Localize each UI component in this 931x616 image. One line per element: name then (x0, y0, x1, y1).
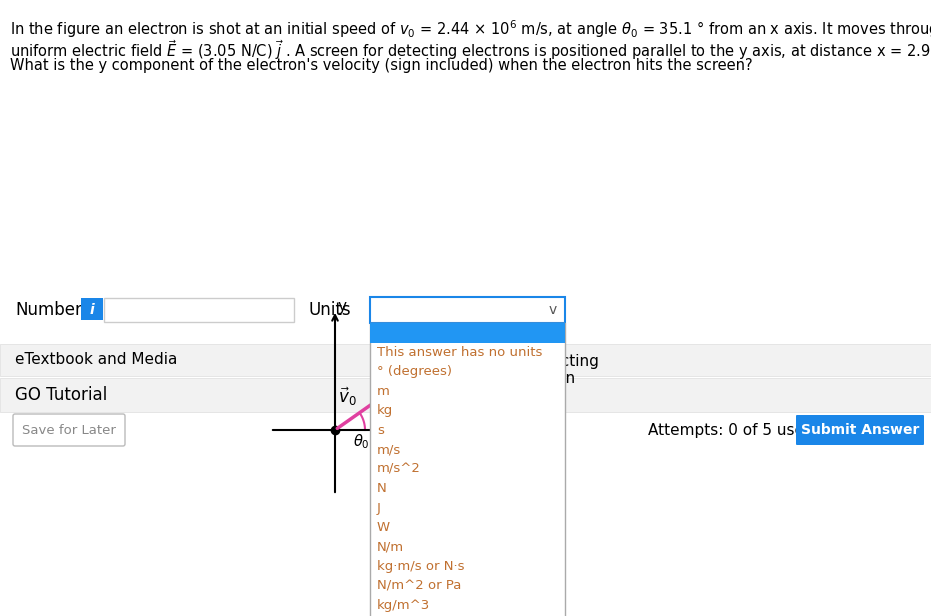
Text: kg·m/s or N·s: kg·m/s or N·s (377, 560, 465, 573)
Text: Units: Units (308, 301, 351, 319)
Text: Attempts: 0 of 5 used: Attempts: 0 of 5 used (648, 423, 814, 437)
Bar (370, 297, 565, 323)
FancyBboxPatch shape (13, 414, 125, 446)
Text: In the figure an electron is shot at an initial speed of $v_0$ = 2.44 × 10$^6$ m: In the figure an electron is shot at an … (10, 18, 931, 39)
Text: W: W (377, 521, 390, 534)
Text: N/m^2 or Pa: N/m^2 or Pa (377, 580, 462, 593)
Text: kg: kg (377, 404, 393, 417)
Bar (0, 378, 931, 412)
Text: kg/m^3: kg/m^3 (377, 599, 430, 612)
Text: GO Tutorial: GO Tutorial (15, 386, 107, 404)
Bar (370, 323, 565, 616)
FancyBboxPatch shape (796, 415, 924, 445)
Text: $\vec{v}_0$: $\vec{v}_0$ (338, 386, 357, 408)
Bar (503, 325, 516, 520)
Bar (0, 344, 931, 376)
Text: Detecting
screen: Detecting screen (524, 354, 599, 386)
Text: m/s^2: m/s^2 (377, 463, 421, 476)
Text: y: y (338, 299, 347, 314)
Text: eTextbook and Media: eTextbook and Media (15, 352, 178, 368)
Text: m/s: m/s (377, 444, 401, 456)
Text: This answer has no units: This answer has no units (377, 346, 543, 359)
Text: s: s (377, 424, 384, 437)
FancyBboxPatch shape (81, 298, 103, 320)
Text: v: v (549, 303, 557, 317)
Text: Save for Later: Save for Later (22, 424, 116, 437)
Text: N/m: N/m (377, 541, 404, 554)
Text: i: i (89, 303, 94, 317)
Text: uniform electric field $\vec{E}$ = (3.05 N/C) $\vec{j}$ . A screen for detecting: uniform electric field $\vec{E}$ = (3.05… (10, 38, 931, 62)
Text: m: m (377, 385, 390, 398)
Text: x: x (518, 426, 527, 440)
Bar (370, 323, 565, 342)
Text: $\theta_0$: $\theta_0$ (353, 432, 370, 452)
Text: ° (degrees): ° (degrees) (377, 365, 452, 378)
Text: J: J (377, 502, 381, 515)
Text: Number: Number (15, 301, 82, 319)
Text: N: N (377, 482, 386, 495)
Bar (104, 298, 294, 322)
Text: Submit Answer: Submit Answer (801, 423, 919, 437)
Bar (370, 323, 565, 342)
Text: $\vec{E}$: $\vec{E}$ (470, 339, 482, 361)
Text: What is the y component of the electron's velocity (sign included) when the elec: What is the y component of the electron'… (10, 58, 752, 73)
